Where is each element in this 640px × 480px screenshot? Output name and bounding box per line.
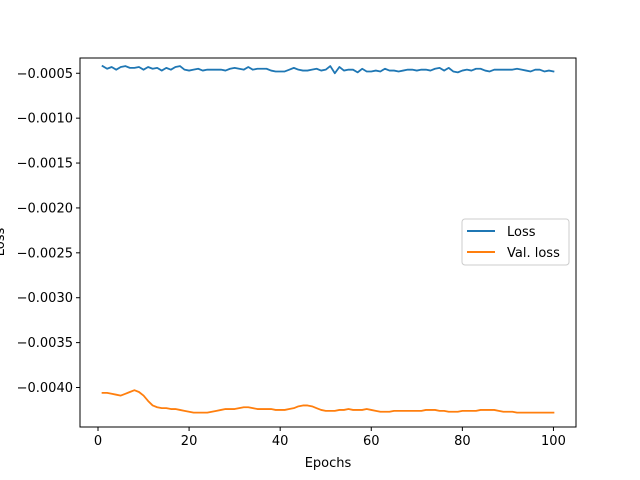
y-tick-label: −0.0030 (17, 291, 73, 306)
series-line-val-loss (101, 389, 555, 414)
x-tick-label: 20 (181, 434, 198, 449)
series-line-loss (101, 64, 555, 75)
x-tick-label: 60 (363, 434, 380, 449)
x-axis-label: Epochs (305, 456, 352, 471)
series-layer (101, 64, 555, 414)
y-tick-label: −0.0010 (17, 112, 73, 127)
y-tick-label: −0.0025 (17, 246, 73, 261)
y-tick-label: −0.0005 (17, 67, 73, 82)
legend: Loss Val. loss (461, 218, 570, 266)
legend-label-val-loss: Val. loss (507, 246, 560, 261)
y-ticks: −0.0005 −0.0010 −0.0015 −0.0020 −0.0025 −0.00… (17, 67, 80, 396)
x-tick-label: 100 (541, 434, 566, 449)
x-tick-label: 0 (94, 434, 102, 449)
y-tick-label: −0.0035 (17, 336, 73, 351)
y-tick-label: −0.0020 (17, 201, 73, 216)
y-tick-label: −0.0015 (17, 157, 73, 172)
y-tick-label: −0.0040 (17, 381, 73, 396)
x-tick-label: 80 (454, 434, 471, 449)
plot-frame (79, 57, 577, 428)
legend-label-loss: Loss (507, 225, 536, 240)
x-tick-label: 40 (272, 434, 289, 449)
x-ticks: 0 20 40 60 80 100 (94, 427, 566, 449)
y-axis-label: Loss (0, 228, 8, 257)
